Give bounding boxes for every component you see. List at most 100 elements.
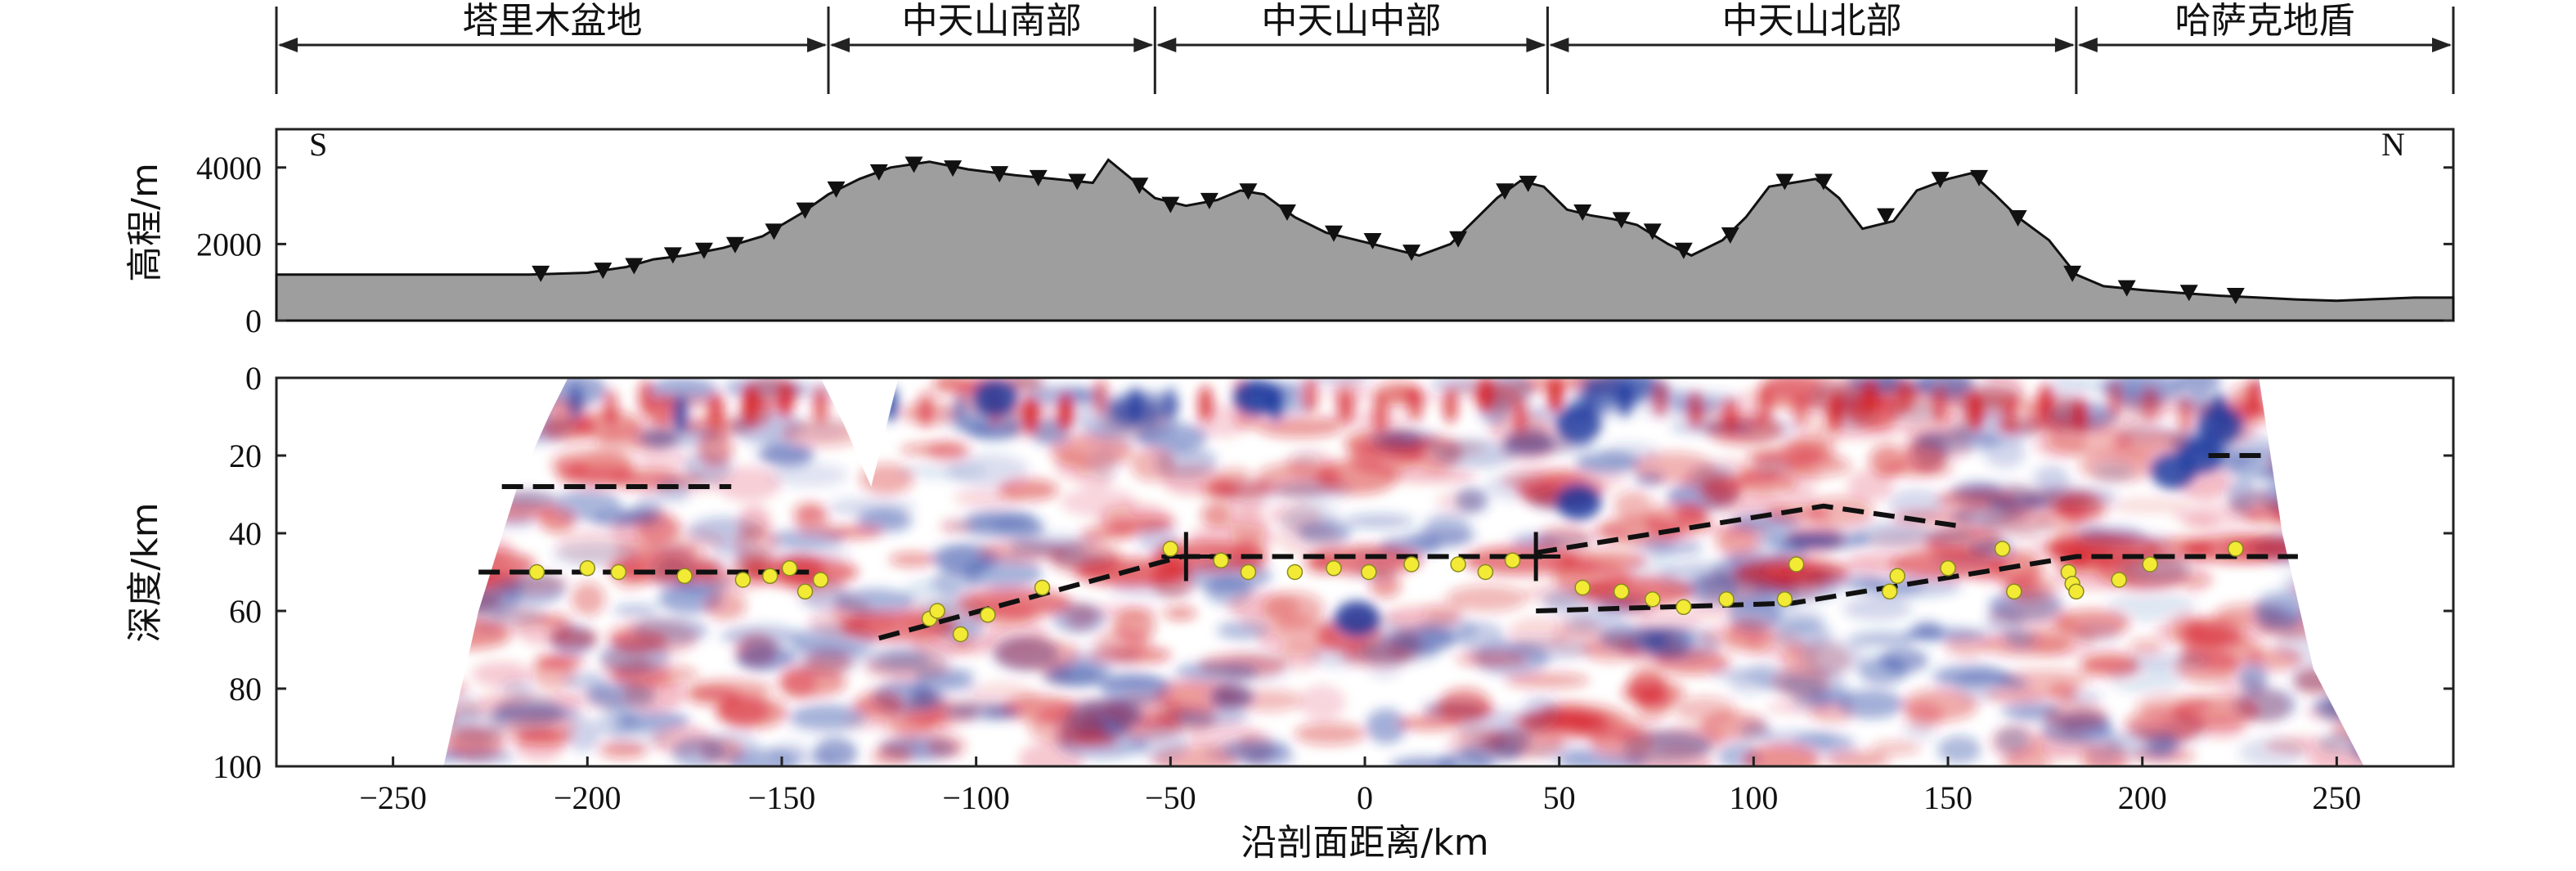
positive-amplitude xyxy=(443,457,455,483)
arrow-head-right xyxy=(1526,38,1546,52)
depth-axis: 0 20 40 60 80 100 xyxy=(213,360,2453,785)
negative-amplitude xyxy=(1174,662,1259,683)
positive-amplitude xyxy=(2129,638,2164,655)
near-surface-amplitude xyxy=(1653,380,1668,417)
positive-amplitude xyxy=(324,663,394,698)
negative-amplitude xyxy=(565,716,602,752)
south-label: S xyxy=(309,126,327,163)
positive-amplitude xyxy=(2294,667,2335,695)
positive-amplitude xyxy=(1435,491,1483,512)
positive-amplitude xyxy=(2342,406,2364,429)
station-marker xyxy=(1363,233,1382,250)
station-marker xyxy=(2226,287,2245,304)
topography-panel: 0 2000 4000 S N 高程/m xyxy=(124,126,2455,339)
positive-amplitude xyxy=(889,552,936,568)
positive-amplitude xyxy=(647,394,680,429)
positive-amplitude xyxy=(2271,505,2341,528)
positive-amplitude xyxy=(594,432,648,453)
amplitude-image xyxy=(237,361,2493,766)
station-marker xyxy=(594,263,613,280)
negative-amplitude xyxy=(1008,540,1086,557)
station-marker xyxy=(663,247,682,264)
near-surface-amplitude xyxy=(1198,385,1214,422)
near-surface-amplitude xyxy=(1163,386,1178,423)
negative-amplitude xyxy=(1423,513,1471,547)
negative-amplitude xyxy=(1671,420,1753,434)
negative-amplitude xyxy=(1209,684,1254,710)
negative-amplitude xyxy=(1574,451,1641,474)
positive-amplitude xyxy=(2386,438,2433,452)
near-surface-amplitude xyxy=(1093,378,1108,415)
station-marker xyxy=(532,265,550,282)
negative-amplitude xyxy=(475,433,518,452)
moho-band xyxy=(1579,577,1694,607)
station-marker xyxy=(1970,169,1989,186)
distance-tick-label: −150 xyxy=(748,779,816,816)
negative-amplitude xyxy=(2339,411,2364,429)
positive-amplitude xyxy=(2331,554,2364,581)
negative-amplitude xyxy=(279,455,343,481)
arrow-head-right xyxy=(1133,38,1154,52)
positive-amplitude xyxy=(497,378,539,406)
station-marker xyxy=(1161,196,1180,213)
moho-point xyxy=(1477,563,1494,581)
moho-point xyxy=(797,583,814,600)
negative-anomaly xyxy=(2150,453,2197,489)
negative-amplitude xyxy=(735,644,793,671)
negative-amplitude xyxy=(2324,552,2364,578)
station-marker xyxy=(2008,209,2027,227)
positive-amplitude xyxy=(2302,595,2344,630)
positive-amplitude xyxy=(314,601,389,633)
near-surface-amplitude xyxy=(813,386,828,423)
positive-amplitude xyxy=(856,689,904,720)
negative-amplitude xyxy=(2367,543,2423,576)
positive-amplitude xyxy=(2047,684,2079,702)
negative-amplitude xyxy=(2356,488,2364,507)
positive-amplitude xyxy=(1385,469,1476,483)
positive-amplitude xyxy=(1257,417,1344,438)
positive-amplitude xyxy=(343,644,377,674)
positive-amplitude xyxy=(1870,741,1921,755)
negative-amplitude xyxy=(2410,433,2493,454)
distance-tick-label: −50 xyxy=(1145,779,1196,816)
moho-point xyxy=(929,603,945,619)
positive-amplitude xyxy=(622,677,686,712)
positive-amplitude xyxy=(443,440,518,456)
negative-amplitude xyxy=(274,554,357,580)
negative-amplitude xyxy=(552,542,638,567)
positive-amplitude xyxy=(677,469,723,494)
negative-amplitude xyxy=(2092,461,2134,483)
negative-amplitude xyxy=(283,554,314,571)
positive-amplitude xyxy=(1769,468,1822,483)
negative-amplitude xyxy=(443,498,455,524)
positive-amplitude xyxy=(539,508,576,533)
near-surface-amplitude xyxy=(1793,393,1808,429)
positive-amplitude xyxy=(2342,572,2364,603)
negative-amplitude xyxy=(443,513,460,549)
positive-amplitude xyxy=(1164,606,1197,621)
positive-amplitude xyxy=(2250,647,2303,671)
positive-amplitude xyxy=(686,687,741,706)
positive-amplitude xyxy=(2350,595,2364,629)
positive-amplitude xyxy=(390,655,429,686)
station-marker xyxy=(1029,169,1048,186)
positive-amplitude xyxy=(2027,622,2096,658)
positive-amplitude xyxy=(346,682,431,712)
positive-amplitude xyxy=(334,678,404,691)
positive-amplitude xyxy=(368,712,440,727)
positive-amplitude xyxy=(393,501,437,528)
station-marker xyxy=(904,156,923,173)
negative-amplitude xyxy=(237,559,319,581)
positive-amplitude xyxy=(2111,496,2188,514)
negative-amplitude xyxy=(290,381,344,409)
negative-amplitude xyxy=(931,569,980,596)
negative-amplitude xyxy=(2389,406,2452,439)
dashed-interface xyxy=(1536,554,2298,613)
moho-point xyxy=(1326,560,1342,577)
negative-amplitude xyxy=(2347,653,2364,674)
positive-amplitude xyxy=(374,361,435,397)
positive-amplitude xyxy=(356,402,386,429)
depth-tick-label: 20 xyxy=(229,438,262,474)
negative-amplitude xyxy=(1432,438,1518,469)
moho-point xyxy=(1881,583,1898,600)
